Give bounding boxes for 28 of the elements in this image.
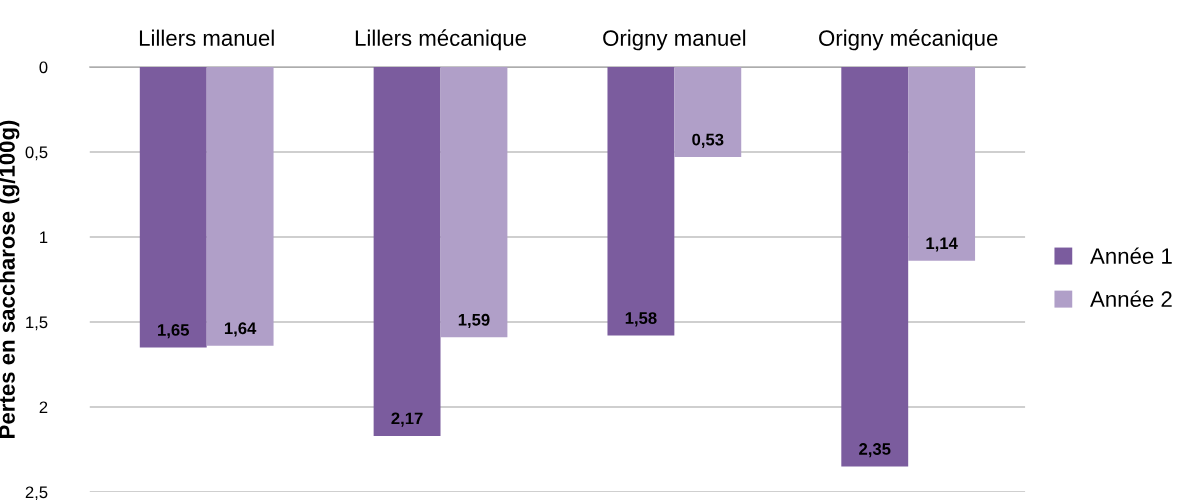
- y-tick-label: 2,5: [25, 486, 48, 500]
- x-tick-label: Lillers manuel: [139, 29, 274, 46]
- bar: [674, 67, 742, 158]
- data-label: 1,14: [926, 237, 958, 252]
- y-tick-label: 2: [39, 401, 48, 414]
- data-label: 1,65: [158, 324, 189, 339]
- y-tick-label: 0: [39, 61, 48, 74]
- bar: [440, 67, 508, 338]
- bar: [139, 67, 207, 348]
- legend-label: Année 1: [1090, 247, 1172, 264]
- y-tick-label: 0,5: [25, 146, 48, 161]
- bar: [607, 67, 675, 336]
- y-tick-label: 1,5: [26, 316, 48, 331]
- legend-label: Année 2: [1090, 290, 1172, 308]
- data-label: 1,58: [625, 312, 657, 327]
- x-tick-label: Origny mécanique: [819, 29, 998, 51]
- bar: [206, 67, 274, 346]
- data-label: 1,59: [458, 313, 490, 329]
- x-tick-label: Origny manuel: [603, 29, 746, 51]
- bar: [373, 67, 441, 436]
- bar: [841, 67, 909, 467]
- bar: [908, 67, 976, 261]
- x-tick-label: Lillers mécanique: [355, 29, 526, 51]
- data-label: 2,17: [391, 412, 423, 427]
- y-tick-label: 1: [40, 231, 48, 244]
- data-label: 2,35: [859, 443, 891, 458]
- data-label: 0,53: [692, 133, 724, 148]
- data-label: 1,64: [224, 322, 257, 337]
